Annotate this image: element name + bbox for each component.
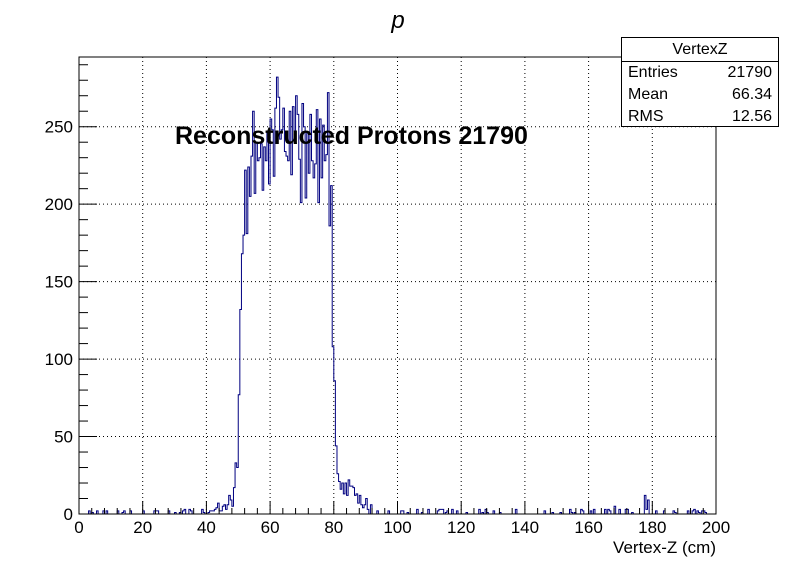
x-tick-label: 0: [74, 518, 83, 537]
stats-title: VertexZ: [622, 38, 778, 62]
chart-title: p: [390, 7, 404, 34]
annotation-label: Reconstructed Protons 21790: [175, 122, 528, 150]
x-axis-title: Vertex-Z (cm): [613, 538, 716, 557]
stats-row-mean: Mean 66.34: [622, 84, 778, 106]
y-tick-label: 200: [45, 195, 73, 214]
x-tick-label: 180: [638, 518, 666, 537]
x-tick-label: 80: [324, 518, 343, 537]
x-tick-label: 140: [511, 518, 539, 537]
x-tick-label: 40: [197, 518, 216, 537]
y-tick-label: 250: [45, 118, 73, 137]
y-tick-label: 150: [45, 273, 73, 292]
axis-ticks: [78, 64, 717, 515]
y-tick-label: 100: [45, 350, 73, 369]
x-tick-label: 200: [702, 518, 730, 537]
tick-labels: 0 20 40 60 80 100 120 140 160 180 200 0 50 100 150 200 2…: [45, 118, 731, 537]
x-tick-label: 160: [574, 518, 602, 537]
stats-label: RMS: [628, 108, 664, 125]
x-tick-label: 20: [133, 518, 152, 537]
x-tick-label: 120: [447, 518, 475, 537]
stats-label: Entries: [628, 64, 678, 81]
stats-row-entries: Entries 21790: [622, 62, 778, 84]
x-tick-label: 60: [261, 518, 280, 537]
stats-value: 12.56: [731, 108, 772, 125]
stats-row-rms: RMS 12.56: [622, 106, 778, 128]
stats-value: 66.34: [731, 86, 772, 103]
stats-box: VertexZ Entries 21790 Mean 66.34 RMS 12.…: [621, 37, 779, 127]
stats-label: Mean: [628, 86, 669, 103]
stats-value: 21790: [727, 64, 773, 81]
y-tick-label: 50: [54, 428, 73, 447]
x-tick-label: 100: [383, 518, 411, 537]
y-tick-label: 0: [64, 505, 73, 524]
